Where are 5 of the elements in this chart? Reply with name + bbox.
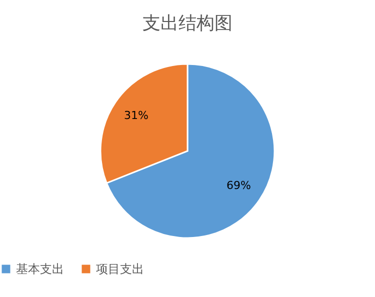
data-label: 31% — [124, 109, 148, 122]
data-label: 69% — [226, 178, 252, 192]
legend-label: 项目支出 — [96, 262, 144, 276]
chart-title: 支出结构图 — [142, 13, 232, 34]
legend-label: 基本支出 — [16, 262, 64, 276]
